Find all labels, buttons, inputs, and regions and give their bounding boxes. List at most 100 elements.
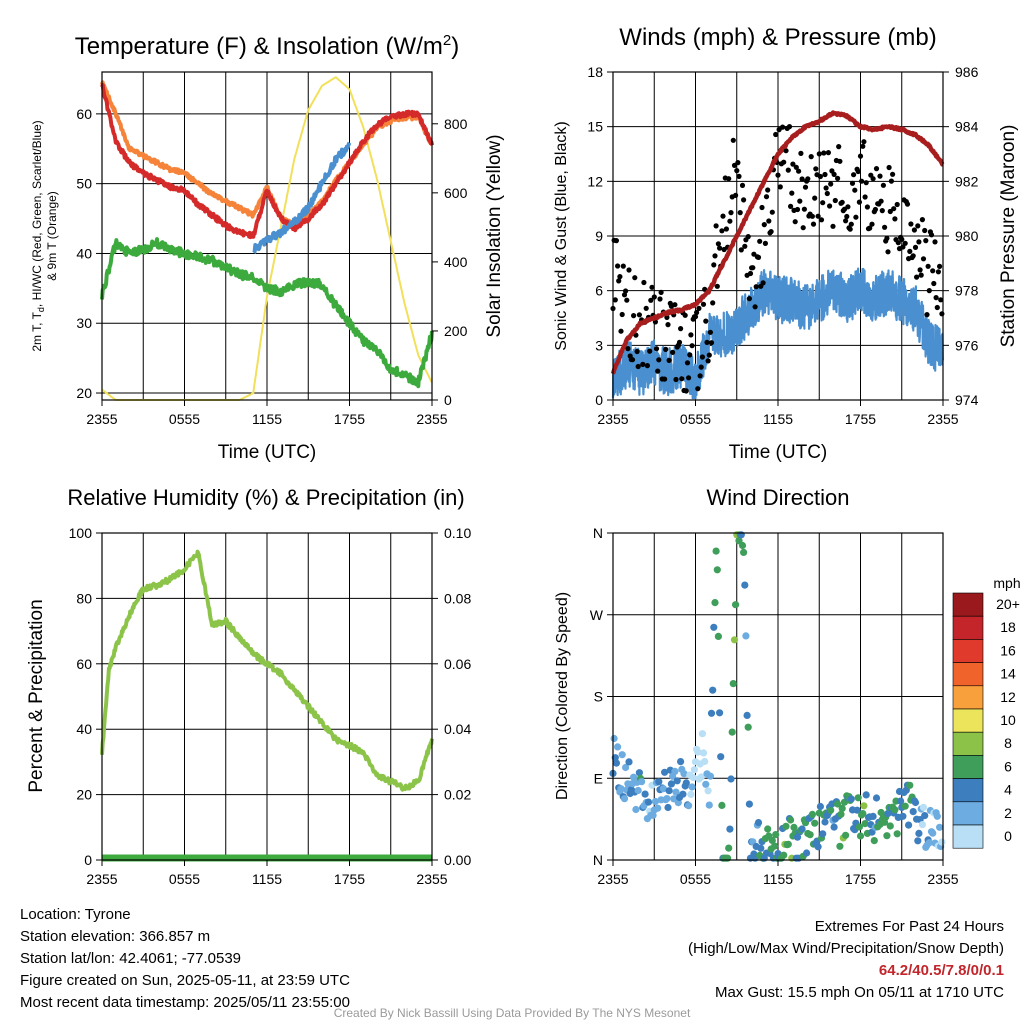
direction-point — [726, 825, 734, 833]
legend-label: 10 — [1000, 712, 1016, 728]
gust-point — [626, 267, 632, 273]
gust-point — [751, 251, 757, 257]
direction-point — [859, 810, 867, 818]
direction-point — [872, 794, 881, 802]
direction-point — [798, 825, 806, 833]
gust-point — [801, 206, 808, 212]
gust-point — [704, 339, 710, 345]
direction-point — [635, 769, 644, 777]
gust-point — [713, 223, 719, 229]
direction-point — [925, 839, 933, 847]
gust-point — [817, 173, 824, 180]
direction-point — [737, 531, 745, 539]
max-gust: Max Gust: 15.5 mph On 05/11 at 1710 UTC — [714, 984, 1004, 1001]
direction-point — [870, 837, 878, 845]
direction-point — [861, 820, 869, 828]
gust-point — [853, 214, 859, 220]
gust-point — [727, 218, 733, 224]
temperature-plot-area — [100, 76, 434, 401]
gust-point — [828, 181, 834, 187]
gust-point — [777, 184, 783, 190]
humidity-y2-ticks: 0.00 0.02 0.04 0.06 0.08 0.10 — [432, 525, 471, 868]
temperature-x-ticks: 2355 0555 1155 1755 2355 — [86, 400, 448, 427]
gust-point — [939, 311, 945, 317]
gust-point — [872, 206, 879, 213]
x-tick-label: 1755 — [334, 871, 365, 887]
speed-legend: mph 20+ 18 16 14 12 10 8 6 4 2 0 — [952, 575, 1021, 849]
direction-point — [869, 812, 877, 821]
legend-swatch — [952, 708, 984, 733]
direction-point — [909, 808, 917, 816]
direction-point — [682, 779, 690, 787]
humidity-y-ticks: 0 20 40 60 80 100 — [69, 525, 102, 868]
y-tick-label: 100 — [69, 525, 93, 541]
direction-point — [617, 785, 625, 793]
direction-point — [659, 785, 668, 793]
gust-point — [867, 225, 873, 231]
gust-point — [623, 288, 629, 294]
gust-point — [890, 171, 896, 177]
gust-point — [624, 297, 630, 303]
gust-point — [802, 184, 809, 190]
direction-plot-area — [609, 531, 946, 862]
legend-label: 8 — [1004, 735, 1012, 751]
gust-point — [844, 213, 850, 220]
direction-point — [787, 816, 795, 824]
dewpoint-line — [100, 237, 434, 389]
direction-point — [782, 822, 790, 830]
y2-tick-label: 0.00 — [444, 852, 471, 868]
gust-point — [780, 124, 786, 130]
gust-point — [666, 357, 672, 363]
y2-tick-label: 980 — [955, 228, 979, 244]
legend-swatch — [952, 778, 984, 803]
direction-point — [847, 795, 855, 803]
gust-point — [761, 222, 767, 228]
gust-point — [813, 166, 819, 172]
gust-point — [836, 144, 842, 150]
temperature-y2-ticks: 0 200 400 600 800 — [432, 116, 468, 408]
legend-swatch — [952, 685, 984, 710]
direction-point — [729, 680, 737, 688]
gust-point — [735, 160, 741, 166]
gust-point — [855, 168, 861, 175]
direction-point — [738, 541, 747, 550]
y2-tick-label: 200 — [444, 323, 468, 339]
gust-point — [880, 182, 887, 188]
gust-point — [908, 221, 914, 227]
gust-point — [757, 238, 763, 244]
gust-point — [821, 150, 827, 156]
y-tick-label: W — [590, 607, 604, 623]
y2-tick-label: 0.10 — [444, 525, 471, 541]
x-tick-label: 2355 — [597, 411, 628, 427]
gust-point — [670, 349, 676, 355]
x-tick-label: 2355 — [416, 411, 447, 427]
direction-point — [899, 812, 907, 820]
gust-point — [656, 357, 662, 363]
gust-point — [612, 297, 618, 303]
gust-point — [710, 300, 716, 306]
gust-point — [632, 275, 638, 281]
gust-point — [877, 173, 883, 179]
y-tick-label: 30 — [76, 315, 92, 331]
direction-point — [883, 832, 891, 840]
winds-y2-label: Station Pressure (Maroon) — [998, 125, 1019, 348]
gust-point — [793, 164, 799, 170]
gust-point — [688, 332, 694, 338]
direction-point — [740, 548, 748, 557]
direction-point — [745, 800, 754, 808]
direction-point — [614, 743, 622, 751]
gust-point — [884, 235, 890, 241]
gust-point — [759, 204, 765, 211]
direction-point — [730, 636, 739, 644]
gust-point — [919, 217, 926, 223]
gust-point — [686, 375, 692, 381]
recent-timestamp: Most recent data timestamp: 2025/05/11 2… — [20, 994, 350, 1011]
direction-point — [673, 777, 681, 785]
gust-point — [799, 176, 805, 182]
gust-point — [712, 253, 718, 259]
gust-point — [618, 328, 624, 334]
gust-point — [714, 283, 720, 289]
gust-point — [620, 263, 626, 269]
gust-point — [895, 240, 901, 246]
